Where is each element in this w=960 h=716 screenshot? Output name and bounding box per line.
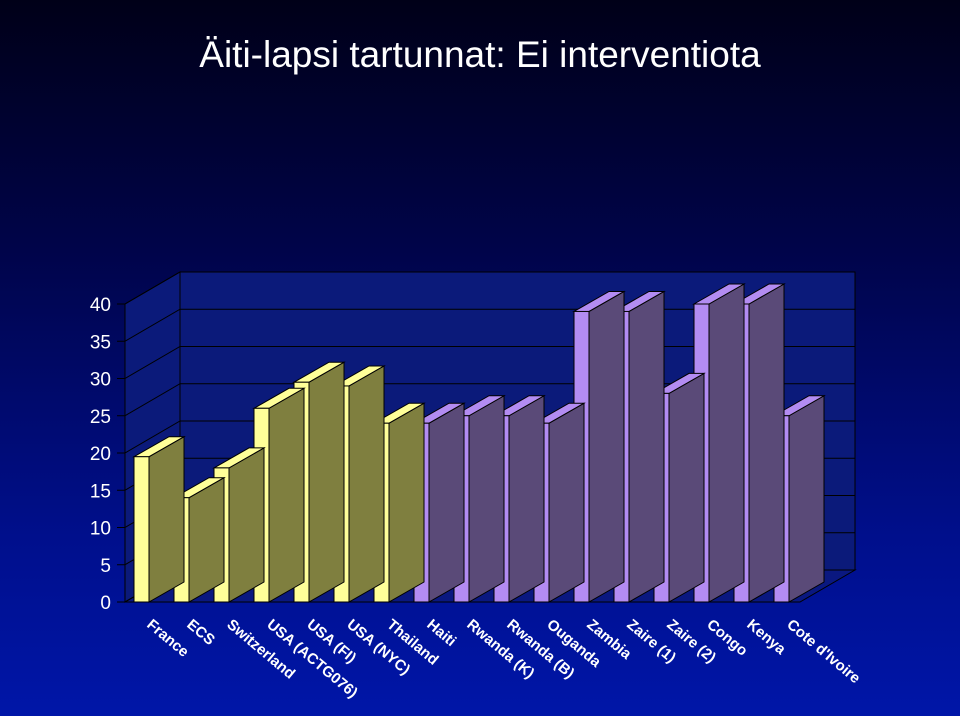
y-tick-label: 25 [90, 407, 111, 428]
bar-side [388, 402, 425, 603]
y-tick-label: 15 [90, 481, 111, 502]
bar-3 [252, 387, 306, 603]
y-tick-label: 5 [100, 556, 111, 577]
y-tick-label: 10 [90, 519, 111, 540]
bar-side [588, 290, 625, 603]
x-category-label: Kenya [743, 616, 789, 658]
bar-11 [572, 290, 626, 603]
bar-side [148, 435, 185, 603]
y-tick-label: 20 [90, 444, 111, 465]
bar-side [628, 290, 665, 603]
y-tick-label: 40 [90, 295, 111, 316]
bar-side [788, 394, 825, 603]
bar-side [268, 387, 305, 603]
bar-side [228, 447, 265, 603]
y-tick-label: 35 [90, 332, 111, 353]
bar-side [428, 402, 465, 603]
chart-title: Äiti-lapsi tartunnat: Ei interventiota [199, 34, 761, 75]
y-tick-label: 30 [90, 370, 111, 391]
bar-side [348, 365, 385, 603]
y-axis-ticks: 0 5 10 15 20 25 30 35 40 [90, 295, 111, 614]
gridline [124, 271, 855, 305]
x-category-label: France [143, 616, 192, 661]
bar-side [308, 361, 345, 603]
bar-side [668, 372, 705, 603]
bar-side [708, 283, 745, 603]
bar-side [188, 476, 225, 603]
bar-0 [132, 435, 186, 603]
bar-front [133, 456, 150, 603]
bar-side [468, 394, 505, 603]
bars [132, 283, 826, 603]
bar-side [548, 402, 585, 603]
bar-side [748, 283, 785, 603]
x-category-label: Cote d'Ivoire [783, 616, 863, 687]
bar-side [508, 394, 545, 603]
y-tick-label: 0 [100, 593, 111, 614]
